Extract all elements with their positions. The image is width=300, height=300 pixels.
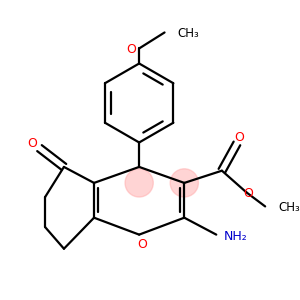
- Circle shape: [170, 169, 198, 197]
- Text: O: O: [234, 131, 244, 144]
- Text: O: O: [127, 43, 136, 56]
- Text: O: O: [27, 137, 37, 150]
- Circle shape: [125, 169, 153, 197]
- Text: O: O: [137, 238, 147, 250]
- Text: O: O: [243, 187, 253, 200]
- Text: NH₂: NH₂: [224, 230, 248, 243]
- Text: CH₃: CH₃: [278, 201, 300, 214]
- Text: CH₃: CH₃: [178, 27, 200, 40]
